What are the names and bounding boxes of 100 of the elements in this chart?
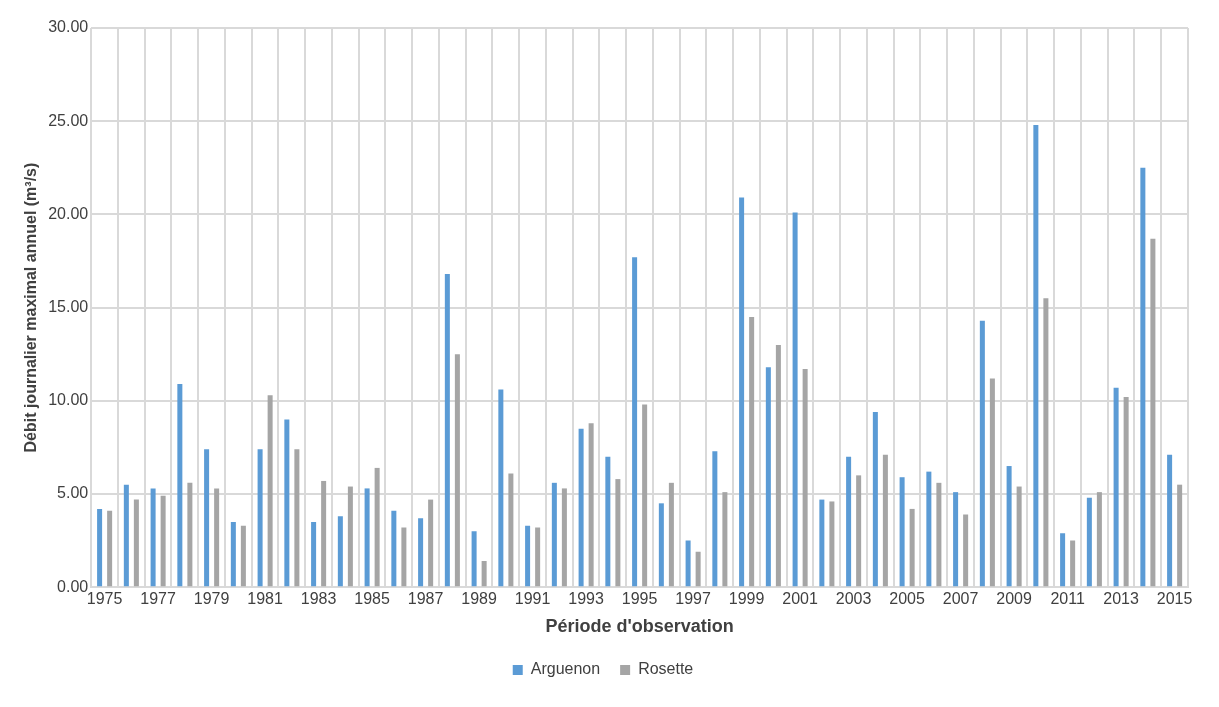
x-tick-label: 2009 <box>996 590 1033 608</box>
bar <box>107 510 113 587</box>
legend-label: Rosette <box>638 660 694 678</box>
bar <box>829 501 835 587</box>
bar <box>872 411 878 587</box>
bar <box>471 531 477 587</box>
bar <box>989 378 995 587</box>
bar <box>1167 454 1173 587</box>
bar <box>695 551 701 587</box>
bar <box>337 516 343 587</box>
x-tick-label: 1997 <box>675 590 712 608</box>
bar <box>204 449 210 587</box>
bar <box>347 486 353 587</box>
y-tick-label: 0.00 <box>57 577 89 595</box>
bar <box>792 212 798 587</box>
bar <box>551 482 557 587</box>
bar <box>160 495 166 587</box>
bar <box>150 488 156 587</box>
bar <box>284 419 290 587</box>
x-tick-label: 1985 <box>354 590 391 608</box>
bar <box>187 482 193 587</box>
y-tick-label: 20.00 <box>48 204 89 222</box>
bar <box>658 503 664 587</box>
bar <box>1086 497 1092 587</box>
bar <box>632 257 638 587</box>
bar <box>1006 466 1012 587</box>
bar <box>508 473 514 587</box>
bar <box>177 384 183 587</box>
bar <box>257 449 263 587</box>
bar <box>775 344 781 587</box>
y-tick-label: 10.00 <box>48 391 89 409</box>
x-tick-label: 1987 <box>407 590 444 608</box>
bar <box>214 488 220 587</box>
bar <box>525 525 531 587</box>
x-tick-label: 2005 <box>889 590 926 608</box>
bar <box>765 367 771 587</box>
x-tick-label: 1991 <box>514 590 551 608</box>
bar <box>1033 124 1039 587</box>
bar <box>1096 492 1102 587</box>
x-tick-label: 1981 <box>247 590 284 608</box>
bar <box>979 320 985 587</box>
bar <box>1123 397 1129 587</box>
bar <box>321 480 327 587</box>
bar <box>846 456 852 587</box>
bar <box>819 499 825 587</box>
bar <box>712 451 718 587</box>
bar <box>936 482 942 587</box>
bar <box>454 354 460 587</box>
x-tick-label: 1979 <box>193 590 230 608</box>
bar <box>642 404 648 587</box>
y-tick-label: 25.00 <box>48 111 89 129</box>
bar <box>926 471 932 587</box>
bar <box>578 428 584 587</box>
bar <box>1016 486 1022 587</box>
y-tick-label: 30.00 <box>48 18 89 36</box>
x-tick-label: 1989 <box>461 590 498 608</box>
bar <box>133 499 139 587</box>
bar <box>374 467 380 587</box>
bar <box>535 527 541 587</box>
bar <box>267 395 273 587</box>
bar <box>418 518 424 587</box>
bar <box>294 449 300 587</box>
bar <box>802 369 808 587</box>
y-tick-label: 15.00 <box>48 298 89 316</box>
bar <box>909 508 915 587</box>
x-tick-label: 1975 <box>86 590 123 608</box>
bar <box>899 477 905 587</box>
bar <box>498 389 504 587</box>
bar <box>739 197 745 587</box>
bar <box>1043 298 1049 587</box>
bar <box>97 508 103 587</box>
bar <box>605 456 611 587</box>
bar <box>963 514 969 587</box>
bar <box>123 484 129 587</box>
bar <box>856 475 862 587</box>
bar <box>240 525 246 587</box>
x-tick-label: 2011 <box>1050 590 1085 608</box>
bar <box>444 274 450 587</box>
x-tick-label: 1993 <box>568 590 605 608</box>
bar <box>953 492 959 587</box>
bar <box>722 492 728 587</box>
bar <box>230 521 236 587</box>
legend-label: Arguenon <box>530 660 601 678</box>
bar <box>1150 238 1156 587</box>
bar <box>1070 540 1076 587</box>
y-axis-title: Débit journalier maximal annuel (m³/s) <box>22 162 40 453</box>
bar <box>401 527 407 587</box>
bar <box>615 479 621 587</box>
bar <box>1140 167 1146 587</box>
x-axis-title: Période d'observation <box>545 616 734 637</box>
x-tick-label: 1977 <box>140 590 177 608</box>
bar <box>668 482 674 587</box>
bar <box>882 454 888 587</box>
bar <box>588 423 594 587</box>
x-tick-label: 2013 <box>1103 590 1140 608</box>
x-tick-label: 1995 <box>621 590 658 608</box>
x-tick-label: 2001 <box>782 590 819 608</box>
bar <box>391 510 397 587</box>
bar <box>1177 484 1183 587</box>
bar <box>311 521 317 587</box>
